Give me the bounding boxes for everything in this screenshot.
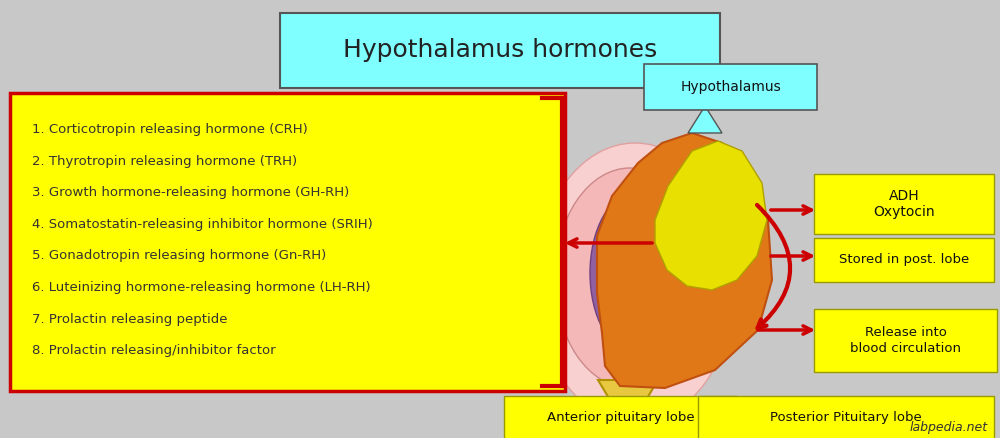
Polygon shape	[597, 133, 772, 388]
Ellipse shape	[535, 143, 735, 423]
FancyBboxPatch shape	[504, 396, 737, 438]
Text: Hypothalamus hormones: Hypothalamus hormones	[343, 39, 657, 63]
Text: 8. Prolactin releasing/inhibitor factor: 8. Prolactin releasing/inhibitor factor	[32, 344, 276, 357]
Text: labpedia.net: labpedia.net	[910, 421, 988, 434]
Text: 3. Growth hormone-releasing hormone (GH-RH): 3. Growth hormone-releasing hormone (GH-…	[32, 187, 349, 199]
FancyBboxPatch shape	[280, 13, 720, 88]
Text: Release into
blood circulation: Release into blood circulation	[850, 326, 961, 354]
Text: Stored in post. lobe: Stored in post. lobe	[839, 254, 969, 266]
Text: Posterior Pituitary lobe: Posterior Pituitary lobe	[770, 411, 922, 424]
Polygon shape	[655, 141, 767, 290]
Text: ADH
Oxytocin: ADH Oxytocin	[873, 189, 935, 219]
Text: 2. Thyrotropin releasing hormone (TRH): 2. Thyrotropin releasing hormone (TRH)	[32, 155, 297, 168]
Ellipse shape	[555, 168, 705, 388]
Text: 4. Somatostatin-releasing inhibitor hormone (SRIH): 4. Somatostatin-releasing inhibitor horm…	[32, 218, 373, 231]
Text: 5. Gonadotropin releasing hormone (Gn-RH): 5. Gonadotropin releasing hormone (Gn-RH…	[32, 250, 326, 262]
Text: 1. Corticotropin releasing hormone (CRH): 1. Corticotropin releasing hormone (CRH)	[32, 124, 308, 137]
FancyBboxPatch shape	[10, 93, 565, 391]
FancyArrowPatch shape	[757, 205, 790, 328]
Ellipse shape	[590, 193, 680, 353]
Text: 6. Luteinizing hormone-releasing hormone (LH-RH): 6. Luteinizing hormone-releasing hormone…	[32, 281, 371, 294]
Text: Hypothalamus: Hypothalamus	[680, 80, 781, 94]
FancyBboxPatch shape	[644, 64, 817, 110]
FancyBboxPatch shape	[698, 396, 994, 438]
Polygon shape	[688, 106, 722, 133]
Text: 7. Prolactin releasing peptide: 7. Prolactin releasing peptide	[32, 312, 228, 325]
Polygon shape	[598, 380, 658, 430]
FancyBboxPatch shape	[814, 238, 994, 282]
FancyBboxPatch shape	[814, 174, 994, 234]
FancyBboxPatch shape	[814, 309, 997, 372]
Text: Anterior pituitary lobe: Anterior pituitary lobe	[547, 411, 694, 424]
